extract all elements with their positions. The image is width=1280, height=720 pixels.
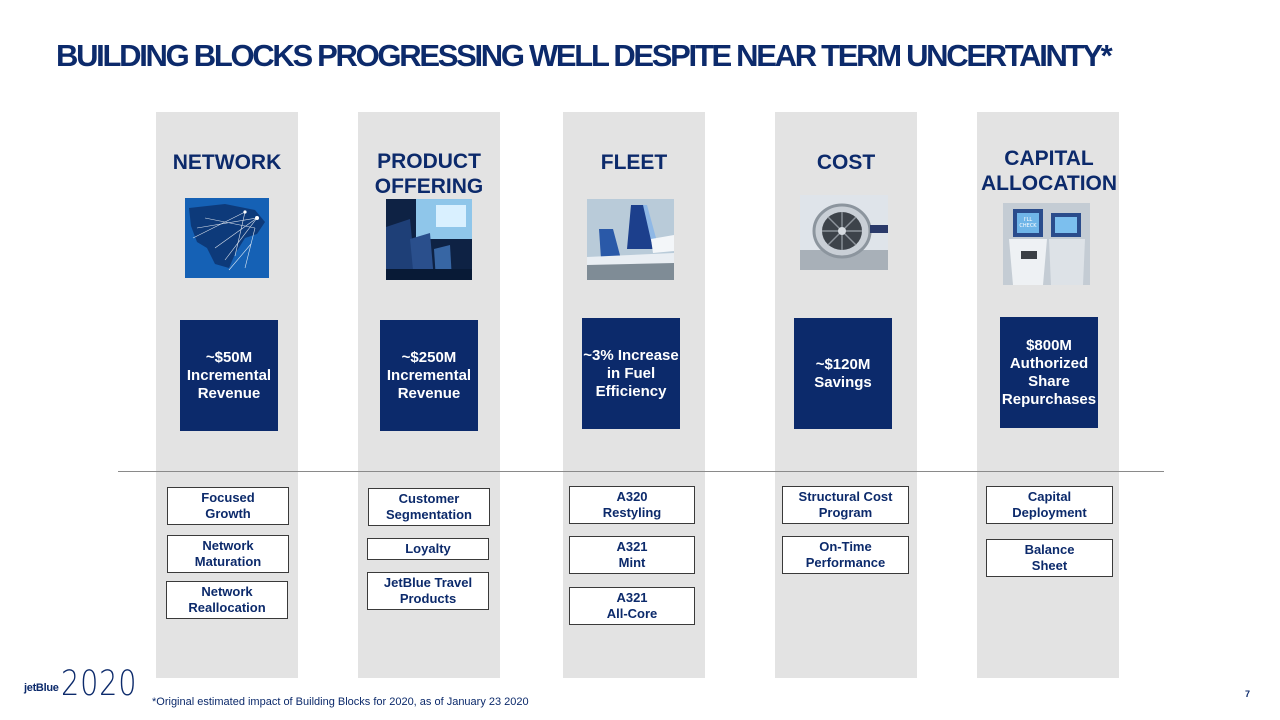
- column-header-fleet: FLEET: [600, 151, 668, 174]
- fleet-metric: ~3% Increase in Fuel Efficiency: [582, 318, 680, 429]
- capital-tag-balance-sheet: Balance Sheet: [986, 539, 1113, 577]
- section-divider: [118, 471, 1164, 472]
- network-tag-focused-growth: Focused Growth: [167, 487, 289, 525]
- column-header-cost: COST: [816, 151, 876, 174]
- capital-tag-capital-deployment: Capital Deployment: [986, 486, 1113, 524]
- footnote: *Original estimated impact of Building B…: [152, 696, 529, 708]
- product-tag-customer-segmentation: Customer Segmentation: [368, 488, 490, 526]
- page-number: 7: [1245, 689, 1251, 699]
- slide-title: BUILDING BLOCKS PROGRESSING WELL DESPITE…: [56, 38, 1113, 73]
- svg-text:CHECK: CHECK: [1019, 223, 1037, 229]
- svg-text:I'LL: I'LL: [1024, 217, 1033, 223]
- product-offering-metric: ~$250M Incremental Revenue: [380, 320, 478, 431]
- cabin-seats-photo: [386, 199, 472, 280]
- route-map-photo: [185, 198, 269, 278]
- fleet-tag-a321-all-core: A321 All-Core: [569, 587, 695, 625]
- product-tag-loyalty: Loyalty: [367, 538, 489, 560]
- column-header-product-offering: PRODUCT OFFERING: [374, 150, 484, 198]
- cost-tag-on-time-performance: On-Time Performance: [782, 536, 909, 574]
- self-service-kiosk-photo: I'LL CHECK: [1003, 203, 1090, 285]
- product-tag-jetblue-travel-products: JetBlue Travel Products: [367, 572, 489, 610]
- column-header-capital-allocation: CAPITAL ALLOCATION: [980, 147, 1118, 195]
- fleet-tag-a320-restyling: A320 Restyling: [569, 486, 695, 524]
- cost-metric: ~$120M Savings: [794, 318, 892, 429]
- network-tag-network-reallocation: Network Reallocation: [166, 581, 288, 619]
- fleet-tag-a321-mint: A321 Mint: [569, 536, 695, 574]
- column-header-network: NETWORK: [172, 151, 282, 174]
- jetblue-2020-logo: 2020: [61, 664, 138, 704]
- network-metric: ~$50M Incremental Revenue: [180, 320, 278, 431]
- aircraft-tails-photo: [587, 199, 674, 280]
- network-tag-network-maturation: Network Maturation: [167, 535, 289, 573]
- capital-allocation-metric: $800M Authorized Share Repurchases: [1000, 317, 1098, 428]
- cost-tag-structural-cost-program: Structural Cost Program: [782, 486, 909, 524]
- jetblue-logo: jetBlue: [24, 682, 59, 694]
- jet-engine-photo: [800, 195, 888, 270]
